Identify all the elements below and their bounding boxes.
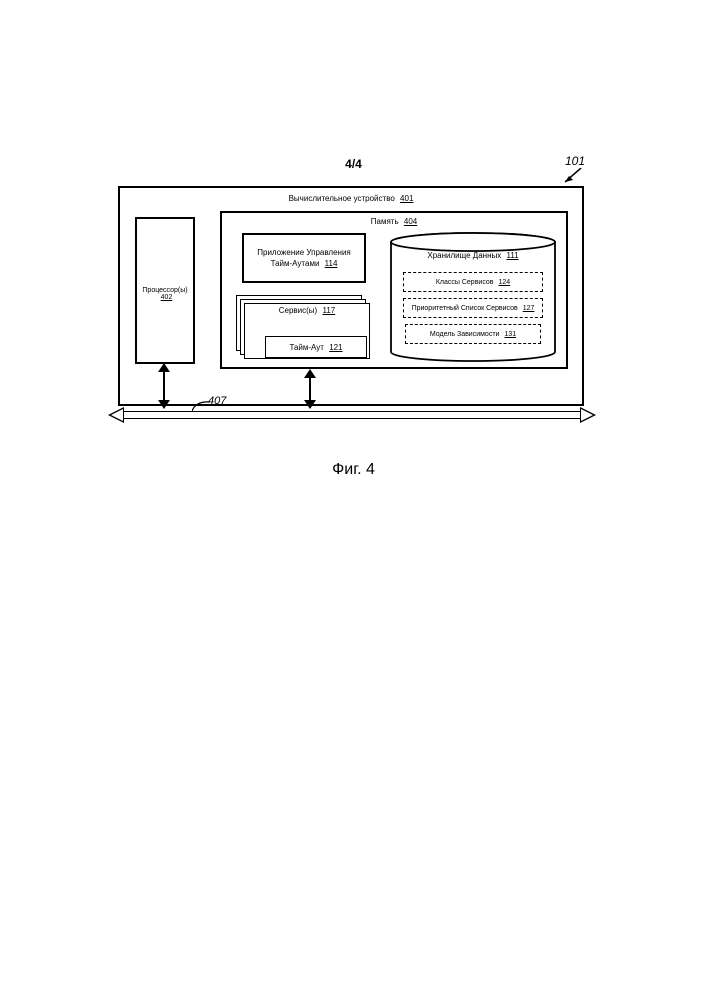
timeout-management-app-box: Приложение Управления Тайм-Аутами 114 — [242, 233, 366, 283]
datastore-item: Классы Сервисов 124 — [403, 272, 543, 292]
ds-item-label: Приоритетный Список Сервисов — [412, 305, 518, 312]
app-line1: Приложение Управления — [257, 248, 351, 257]
processor-label-ref: 402 — [161, 294, 173, 301]
timeout-box: Тайм-Аут 121 — [265, 336, 367, 358]
computing-device-title: Вычислительное устройство 401 — [120, 194, 582, 203]
datastore-item: Приоритетный Список Сервисов 127 — [403, 298, 543, 318]
figure-caption: Фиг. 4 — [0, 461, 707, 479]
memory-bus-connector-icon — [304, 369, 316, 409]
ds-item-ref: 124 — [498, 279, 510, 286]
outer-reference-arrow-icon — [561, 168, 583, 184]
services-label-ref: 117 — [322, 306, 335, 315]
diagram-stage: 4/4 101 Вычислительное устройство 401 Пр… — [0, 0, 707, 1000]
bus-arrow-icon — [108, 407, 596, 423]
ds-item-ref: 131 — [504, 331, 516, 338]
computing-device-box: Вычислительное устройство 401 Процессор(… — [118, 186, 584, 406]
ds-item-label: Модель Зависимости — [430, 331, 500, 338]
timeout-ref: 121 — [329, 343, 342, 352]
bus-reference-label: 407 — [208, 395, 226, 407]
services-stack: Тайм-Аут 121 Сервис(ы) 117 — [236, 295, 370, 359]
outer-reference-label: 101 — [565, 154, 585, 168]
processor-label: Процессор(ы) 402 — [137, 287, 193, 301]
app-line2: Тайм-Аутами — [271, 259, 320, 268]
datastore-title: Хранилище Данных 111 — [389, 251, 557, 260]
services-label-text: Сервис(ы) — [279, 306, 317, 315]
app-ref: 114 — [325, 259, 338, 268]
processor-box: Процессор(ы) 402 — [135, 217, 195, 364]
memory-title-text: Память — [371, 217, 399, 226]
services-label: Сервис(ы) 117 — [244, 306, 370, 315]
memory-title-ref: 404 — [404, 217, 417, 226]
device-title-ref: 401 — [400, 194, 413, 203]
page-number: 4/4 — [0, 157, 707, 171]
timeout-label: Тайм-Аут — [289, 343, 324, 352]
datastore-title-ref: 111 — [506, 251, 518, 260]
memory-box: Память 404 Приложение Управления Тайм-Ау… — [220, 211, 568, 369]
ds-item-ref: 127 — [523, 305, 535, 312]
processor-bus-connector-icon — [158, 363, 170, 409]
processor-label-text: Процессор(ы) — [142, 287, 187, 294]
datastore-cylinder: Хранилище Данных 111 Классы Сервисов 124… — [389, 232, 557, 362]
memory-title: Память 404 — [222, 217, 566, 226]
datastore-title-text: Хранилище Данных — [427, 251, 501, 260]
datastore-item: Модель Зависимости 131 — [405, 324, 541, 344]
ds-item-label: Классы Сервисов — [436, 279, 494, 286]
device-title-text: Вычислительное устройство — [289, 194, 395, 203]
